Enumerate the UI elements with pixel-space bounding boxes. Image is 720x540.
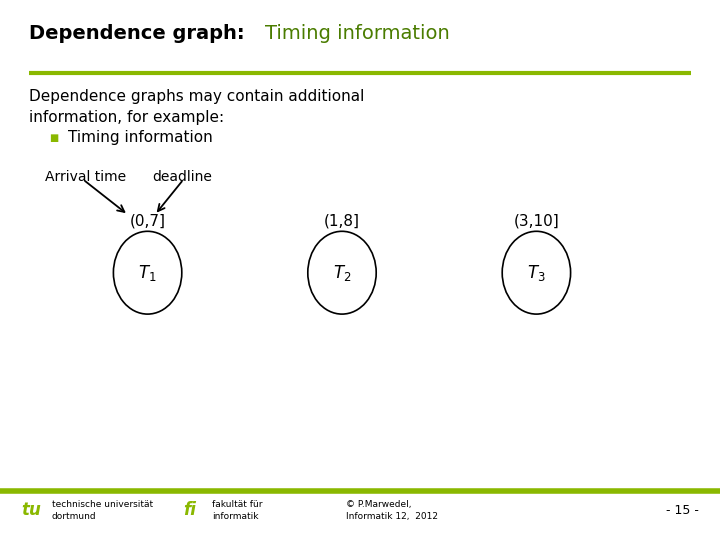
Text: Dependence graph:: Dependence graph:: [29, 24, 244, 43]
Text: deadline: deadline: [153, 170, 212, 184]
Text: Arrival time: Arrival time: [45, 170, 126, 184]
Text: - 15 -: - 15 -: [665, 504, 698, 517]
Text: Timing information: Timing information: [68, 130, 213, 145]
Text: (3,10]: (3,10]: [513, 213, 559, 228]
Text: $T_3$: $T_3$: [527, 262, 546, 283]
Text: technische universität
dortmund: technische universität dortmund: [52, 500, 153, 521]
Text: (0,7]: (0,7]: [130, 213, 166, 228]
Text: ■: ■: [49, 133, 58, 143]
Text: $T_1$: $T_1$: [138, 262, 157, 283]
Text: Dependence graphs may contain additional
information, for example:: Dependence graphs may contain additional…: [29, 89, 364, 125]
Text: Timing information: Timing information: [265, 24, 450, 43]
Text: tu: tu: [22, 501, 42, 519]
Text: fakultät für
informatik: fakultät für informatik: [212, 500, 263, 521]
Text: fi: fi: [184, 501, 197, 519]
Text: (1,8]: (1,8]: [324, 213, 360, 228]
Text: $T_2$: $T_2$: [333, 262, 351, 283]
Text: © P.Marwedel,
Informatik 12,  2012: © P.Marwedel, Informatik 12, 2012: [346, 500, 438, 521]
